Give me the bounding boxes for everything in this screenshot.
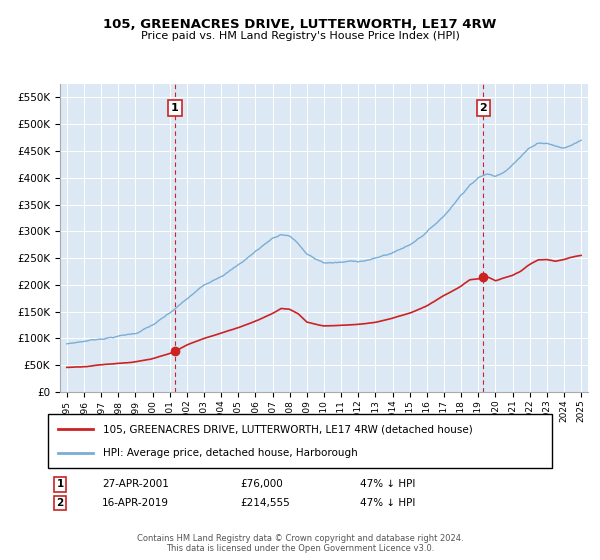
Text: Contains HM Land Registry data © Crown copyright and database right 2024.
This d: Contains HM Land Registry data © Crown c… (137, 534, 463, 553)
Text: £76,000: £76,000 (240, 479, 283, 489)
Text: HPI: Average price, detached house, Harborough: HPI: Average price, detached house, Harb… (103, 447, 358, 458)
Text: 1: 1 (56, 479, 64, 489)
Text: 2: 2 (56, 498, 64, 508)
Text: 47% ↓ HPI: 47% ↓ HPI (360, 498, 415, 508)
Text: 105, GREENACRES DRIVE, LUTTERWORTH, LE17 4RW (detached house): 105, GREENACRES DRIVE, LUTTERWORTH, LE17… (103, 424, 473, 435)
FancyBboxPatch shape (48, 414, 552, 468)
Text: 105, GREENACRES DRIVE, LUTTERWORTH, LE17 4RW: 105, GREENACRES DRIVE, LUTTERWORTH, LE17… (103, 18, 497, 31)
Text: 2: 2 (479, 103, 487, 113)
Text: 16-APR-2019: 16-APR-2019 (102, 498, 169, 508)
Text: 1: 1 (171, 103, 179, 113)
Text: 47% ↓ HPI: 47% ↓ HPI (360, 479, 415, 489)
Text: Price paid vs. HM Land Registry's House Price Index (HPI): Price paid vs. HM Land Registry's House … (140, 31, 460, 41)
Text: £214,555: £214,555 (240, 498, 290, 508)
Text: 27-APR-2001: 27-APR-2001 (102, 479, 169, 489)
